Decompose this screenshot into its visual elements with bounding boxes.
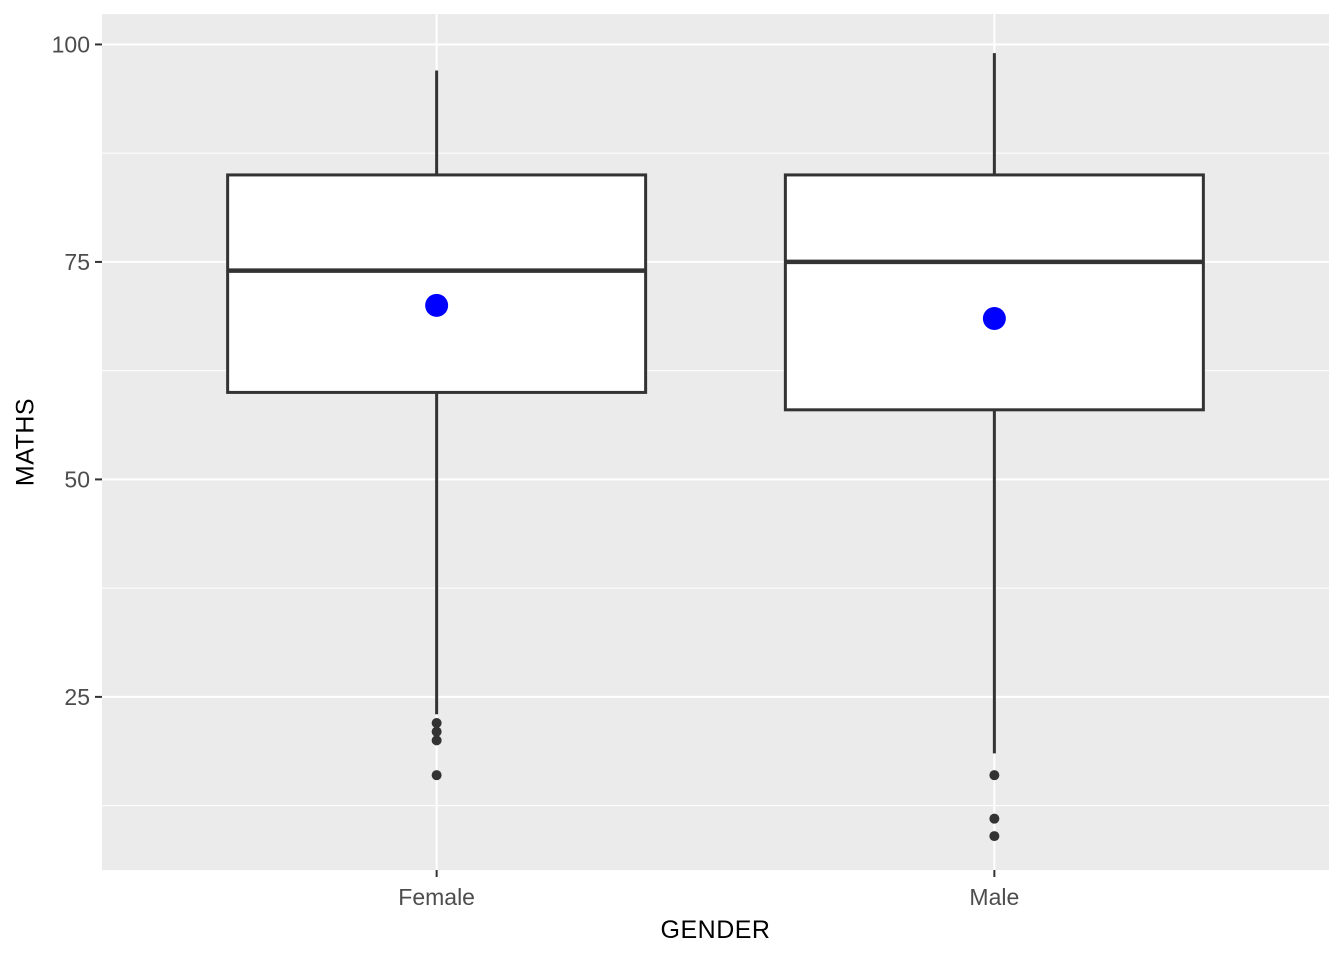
y-axis-title: MATHS [11,397,40,487]
y-tick-label: 50 [64,466,90,492]
y-tick-label: 100 [52,31,90,57]
box [783,173,1205,412]
outlier-point [989,813,1000,824]
box [226,173,648,394]
outlier-point [431,770,442,781]
mean-point [425,293,449,317]
x-tick-label: Female [398,884,475,910]
outlier-point [989,831,1000,842]
outlier-point [431,735,442,746]
y-tick-label: 75 [64,249,90,275]
y-tick-label: 25 [64,684,90,710]
x-axis-title: GENDER [660,916,771,944]
outlier-point [989,770,1000,781]
mean-point [982,306,1006,330]
panel-background [102,14,1329,870]
outlier-point [431,726,442,737]
outlier-point [431,717,442,728]
x-tick-label: Male [969,884,1019,910]
